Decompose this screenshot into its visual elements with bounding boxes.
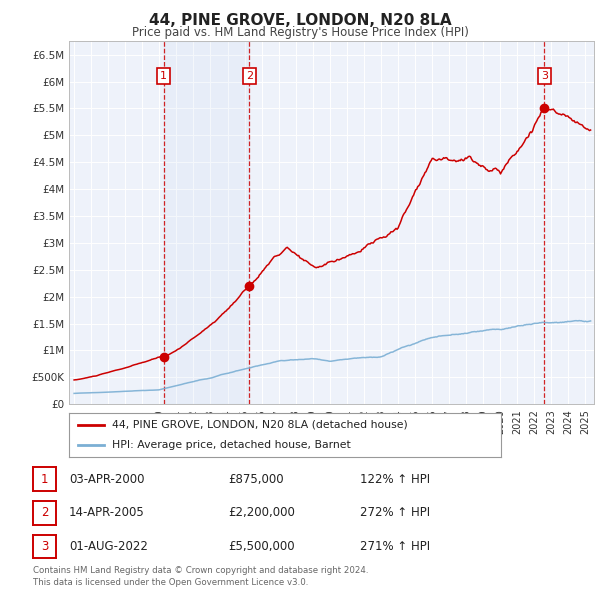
- Text: 2: 2: [41, 506, 48, 519]
- Text: 2: 2: [246, 71, 253, 81]
- Text: £5,500,000: £5,500,000: [228, 540, 295, 553]
- Text: 3: 3: [541, 71, 548, 81]
- Text: Contains HM Land Registry data © Crown copyright and database right 2024.
This d: Contains HM Land Registry data © Crown c…: [33, 566, 368, 587]
- Text: 1: 1: [41, 473, 48, 486]
- Text: 03-APR-2000: 03-APR-2000: [69, 473, 145, 486]
- Text: 122% ↑ HPI: 122% ↑ HPI: [360, 473, 430, 486]
- Text: 272% ↑ HPI: 272% ↑ HPI: [360, 506, 430, 519]
- Text: 44, PINE GROVE, LONDON, N20 8LA (detached house): 44, PINE GROVE, LONDON, N20 8LA (detache…: [112, 420, 408, 430]
- Text: £875,000: £875,000: [228, 473, 284, 486]
- Text: £2,200,000: £2,200,000: [228, 506, 295, 519]
- Text: 01-AUG-2022: 01-AUG-2022: [69, 540, 148, 553]
- Text: 14-APR-2005: 14-APR-2005: [69, 506, 145, 519]
- Text: 271% ↑ HPI: 271% ↑ HPI: [360, 540, 430, 553]
- Text: HPI: Average price, detached house, Barnet: HPI: Average price, detached house, Barn…: [112, 440, 351, 450]
- Text: 44, PINE GROVE, LONDON, N20 8LA: 44, PINE GROVE, LONDON, N20 8LA: [149, 13, 451, 28]
- Text: Price paid vs. HM Land Registry's House Price Index (HPI): Price paid vs. HM Land Registry's House …: [131, 26, 469, 39]
- Text: 1: 1: [160, 71, 167, 81]
- Bar: [164, 41, 250, 404]
- Text: 3: 3: [41, 540, 48, 553]
